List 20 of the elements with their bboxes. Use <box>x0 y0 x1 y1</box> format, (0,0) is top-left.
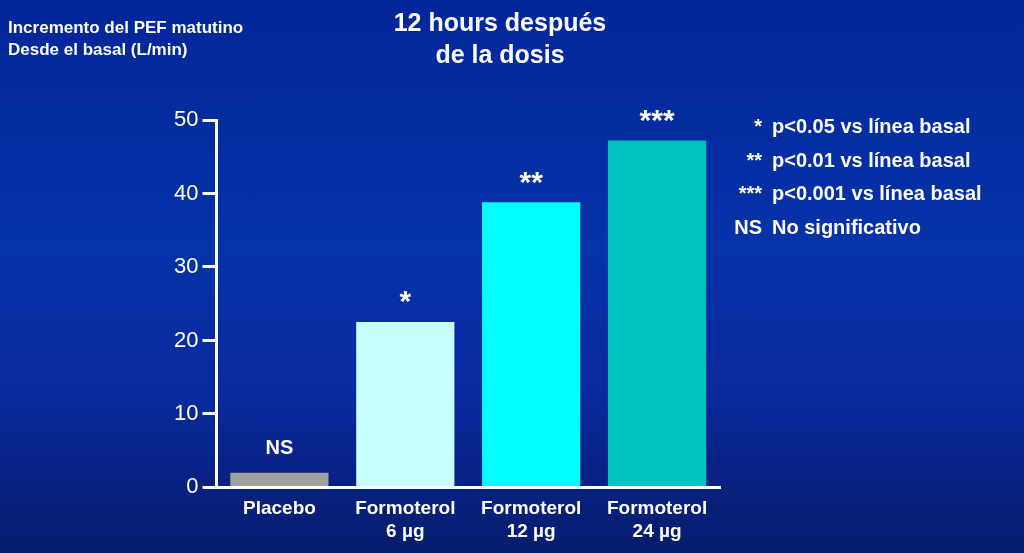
data-label: ** <box>519 164 544 198</box>
y-tick-label: 20 <box>173 326 199 352</box>
data-label: NS <box>265 436 294 459</box>
y-axis-title: Incremento del PEF matutino Desde el basal (L/min) <box>8 17 244 61</box>
y-tick-label: 30 <box>173 253 199 279</box>
y-tick-label: 0 <box>186 473 199 499</box>
text: NS No significativo <box>733 215 921 239</box>
data-label: *** <box>639 102 675 136</box>
text: ** p<0.01 vs línea basal <box>745 148 971 172</box>
x-tick-label: Placebo <box>242 497 316 519</box>
text: *** p<0.001 vs línea basal <box>737 182 982 206</box>
y-tick-label: 50 <box>173 106 199 132</box>
data-label: * <box>399 284 412 318</box>
x-tick-label: Formoterol 24 µg <box>606 497 708 541</box>
y-tick-label: 10 <box>173 399 199 425</box>
x-tick-label: Formoterol 12 µg <box>481 497 582 541</box>
y-tick-label: 40 <box>173 179 199 205</box>
text: * p<0.05 vs línea basal <box>753 115 971 139</box>
x-tick-label: Formoterol 6 µg <box>355 497 456 541</box>
chart-title: 12 hours después de la dosis <box>392 7 608 70</box>
